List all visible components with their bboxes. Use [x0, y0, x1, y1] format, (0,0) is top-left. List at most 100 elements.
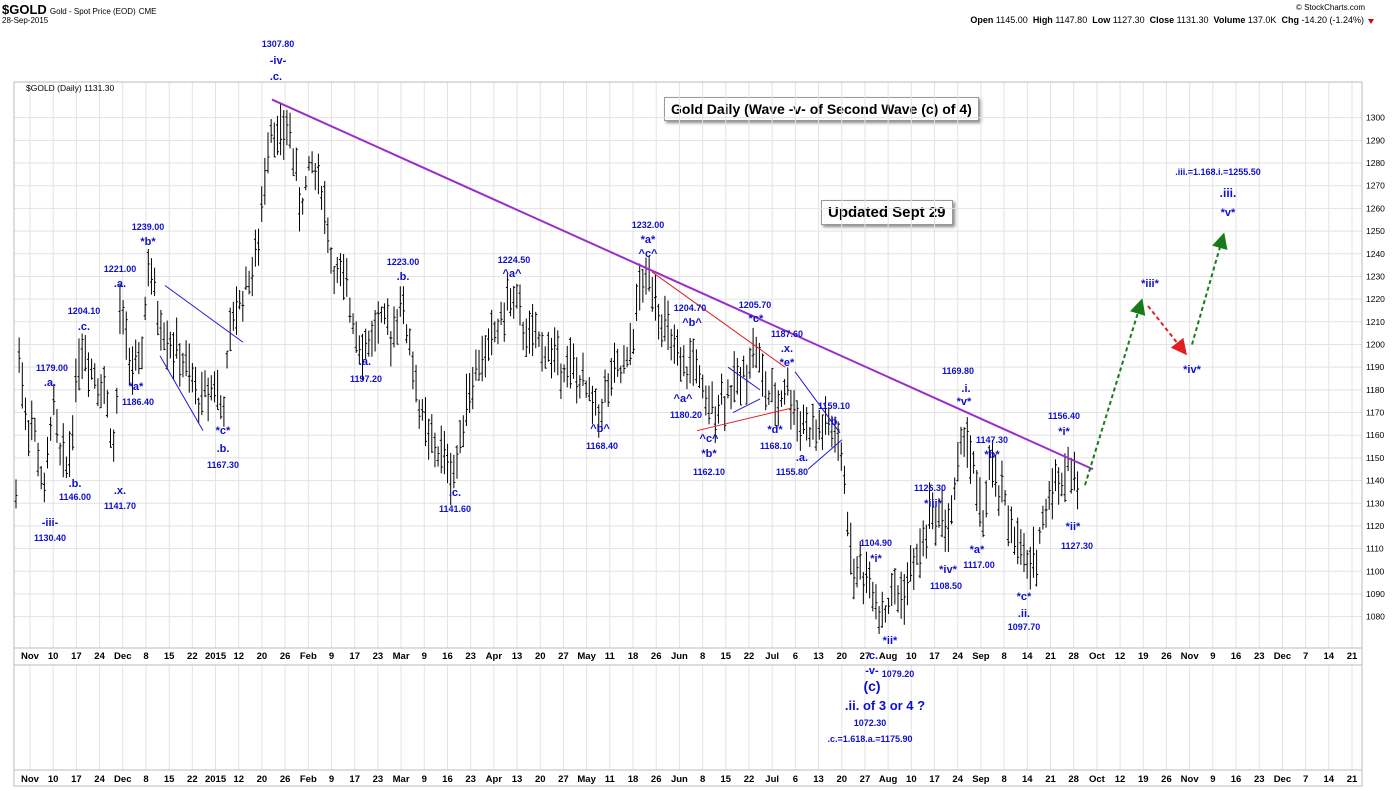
x-tick-label-bottom: 24 — [94, 774, 105, 785]
y-tick-label: 1150 — [1366, 453, 1385, 463]
x-tick-label: 26 — [651, 651, 662, 662]
y-tick-label: 1100 — [1366, 566, 1385, 576]
wave-label: .c. — [78, 321, 90, 333]
wave-label: *v* — [957, 396, 972, 408]
x-tick-label-bottom: 6 — [793, 774, 798, 785]
x-tick-label-bottom: Nov — [1181, 774, 1200, 785]
high-label: High — [1032, 15, 1053, 25]
x-tick-label: Mar — [393, 651, 410, 662]
x-tick-label: 15 — [721, 651, 732, 662]
wave-label: 1224.50 — [498, 255, 531, 265]
x-tick-label: 22 — [744, 651, 755, 662]
chart-symbol: $GOLD Gold - Spot Price (EOD) CME — [2, 2, 157, 17]
x-tick-label-bottom: 9 — [329, 774, 334, 785]
x-tick-label-bottom: 17 — [929, 774, 940, 785]
x-tick-label: Aug — [879, 651, 898, 662]
y-tick-label: 1220 — [1366, 294, 1385, 304]
x-tick-label-bottom: 24 — [952, 774, 963, 785]
grid-lines — [14, 82, 1362, 770]
x-tick-label-bottom: 26 — [1161, 774, 1172, 785]
wave-label: *ii* — [1066, 521, 1081, 533]
ohlc-bars — [14, 102, 1080, 635]
wave-label: .a. — [114, 278, 126, 290]
x-tick-label: 28 — [1068, 651, 1079, 662]
x-tick-label: 23 — [1254, 651, 1265, 662]
legend: $GOLD (Daily) 1131.30 — [26, 83, 114, 93]
y-tick-label: 1290 — [1366, 135, 1385, 145]
x-tick-label-bottom: 17 — [71, 774, 82, 785]
y-tick-label: 1140 — [1366, 476, 1385, 486]
wave-label: .ii. of 3 or 4 ? — [845, 698, 925, 713]
close-label: Close — [1149, 15, 1175, 25]
wave-label: 1232.00 — [632, 220, 665, 230]
x-tick-label: 23 — [373, 651, 384, 662]
x-tick-label: May — [577, 651, 596, 662]
x-tick-label: 12 — [233, 651, 244, 662]
y-tick-label: 1270 — [1366, 181, 1385, 191]
wave-label: -iii- — [42, 517, 59, 529]
x-tick-label-bottom: 16 — [442, 774, 453, 785]
wave-label: 1168.10 — [760, 441, 792, 451]
wave-label: *e* — [780, 357, 795, 369]
x-tick-label-bottom: Aug — [879, 774, 898, 785]
low-value: 1127.30 — [1112, 15, 1145, 25]
volume-value: 137.0K — [1247, 15, 1277, 25]
wave-label: *iv* — [939, 564, 957, 576]
x-tick-label: 12 — [1115, 651, 1126, 662]
x-tick-label: 23 — [465, 651, 476, 662]
x-tick-label: Dec — [114, 651, 131, 662]
wave-label: 1117.00 — [963, 560, 995, 570]
y-tick-label: 1210 — [1366, 317, 1385, 327]
x-tick-label-bottom: 13 — [512, 774, 523, 785]
wave-label: 1130.40 — [34, 533, 66, 543]
x-tick-label-bottom: Sep — [972, 774, 990, 785]
x-tick-label-bottom: Feb — [300, 774, 317, 785]
wave-label: *c* — [749, 313, 764, 325]
x-tick-label-bottom: May — [577, 774, 596, 785]
open-label: Open — [970, 15, 994, 25]
wave-label: -iv- — [270, 55, 287, 67]
wave-label: ^c^ — [700, 433, 720, 445]
description: Gold - Spot Price (EOD) — [49, 7, 136, 16]
x-tick-label-bottom: 27 — [558, 774, 569, 785]
x-tick-label-bottom: 22 — [187, 774, 198, 785]
wave-label: .x. — [781, 343, 793, 355]
wave-label: 1167.30 — [207, 460, 239, 470]
channel-line-lower-2 — [807, 439, 843, 470]
x-tick-label-bottom: Dec — [114, 774, 131, 785]
x-tick-label-bottom: 21 — [1045, 774, 1056, 785]
x-tick-label: 26 — [280, 651, 291, 662]
wave-label: *i* — [1058, 426, 1070, 438]
wave-label: 1169.80 — [942, 366, 974, 376]
x-tick-label-bottom: 10 — [906, 774, 917, 785]
projection-arrow-down — [1147, 305, 1187, 356]
wave-label: 1141.70 — [104, 501, 136, 511]
brand-label: © StockCharts.com — [1295, 3, 1365, 12]
x-tick-label: 13 — [813, 651, 824, 662]
y-tick-label: 1180 — [1366, 385, 1385, 395]
wave-label: 1141.60 — [439, 504, 471, 514]
x-tick-label: 7 — [1303, 651, 1308, 662]
y-tick-label: 1160 — [1366, 430, 1385, 440]
x-tick-label: 2015 — [205, 651, 227, 662]
high-value: 1147.80 — [1055, 15, 1088, 25]
open-value: 1145.00 — [995, 15, 1028, 25]
y-tick-label: 1080 — [1366, 612, 1385, 622]
trend-lines — [159, 98, 1228, 486]
wave-label: *c* — [1017, 591, 1032, 603]
x-tick-label-bottom: 17 — [349, 774, 360, 785]
symbol: $GOLD — [2, 2, 47, 17]
wave-label: .b. — [397, 271, 410, 283]
wave-label: *a* — [129, 381, 144, 393]
x-tick-label-bottom: 23 — [1254, 774, 1265, 785]
wave-label: 1079.20 — [882, 669, 915, 679]
x-tick-label-bottom: 23 — [465, 774, 476, 785]
wave-label: *c* — [216, 425, 231, 437]
x-tick-label-bottom: Mar — [393, 774, 410, 785]
lower-panel — [13, 664, 1363, 771]
wave-label: .a. — [359, 356, 371, 368]
x-tick-label: 14 — [1022, 651, 1033, 662]
channel-line-upper — [164, 285, 244, 343]
x-tick-label-bottom: 21 — [1347, 774, 1358, 785]
x-tick-label: 10 — [48, 651, 59, 662]
